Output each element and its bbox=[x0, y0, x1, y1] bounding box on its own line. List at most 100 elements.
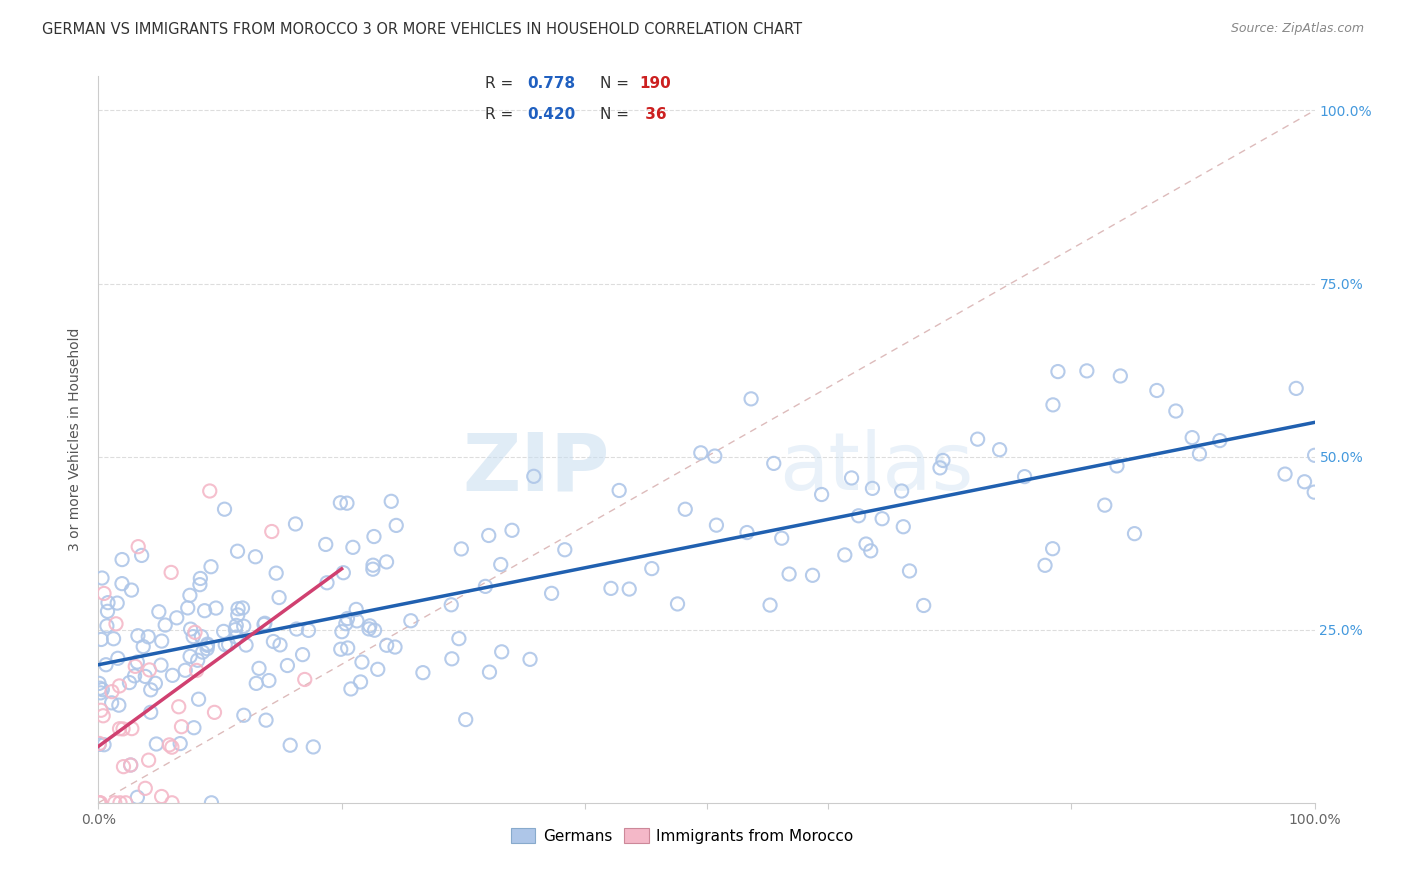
Point bbox=[284, 516, 307, 531]
Text: N =: N = bbox=[600, 107, 634, 121]
Point bbox=[350, 655, 373, 669]
Point bbox=[1033, 558, 1056, 573]
Point bbox=[335, 616, 357, 631]
Y-axis label: 3 or more Vehicles in Household: 3 or more Vehicles in Household bbox=[69, 327, 83, 551]
Point bbox=[97, 596, 120, 610]
Point bbox=[235, 638, 257, 652]
Point bbox=[226, 601, 249, 615]
Point bbox=[641, 561, 664, 575]
Point bbox=[384, 640, 406, 654]
Point bbox=[108, 698, 131, 713]
Point bbox=[440, 652, 463, 666]
Point bbox=[157, 738, 180, 752]
Point bbox=[349, 675, 371, 690]
Point bbox=[519, 652, 541, 666]
Point bbox=[841, 471, 863, 485]
Point bbox=[114, 796, 136, 810]
Point bbox=[801, 568, 824, 582]
Point bbox=[169, 737, 191, 751]
Point bbox=[191, 645, 214, 659]
Point bbox=[523, 469, 546, 483]
Point bbox=[540, 586, 562, 600]
Point bbox=[170, 720, 193, 734]
Point bbox=[166, 611, 188, 625]
Point bbox=[132, 640, 155, 654]
Point bbox=[478, 665, 501, 679]
Point bbox=[489, 558, 512, 572]
Point bbox=[478, 528, 501, 542]
Point bbox=[330, 624, 353, 639]
Point bbox=[385, 518, 408, 533]
Text: GERMAN VS IMMIGRANTS FROM MOROCCO 3 OR MORE VEHICLES IN HOUSEHOLD CORRELATION CH: GERMAN VS IMMIGRANTS FROM MOROCCO 3 OR M… bbox=[42, 22, 803, 37]
Point bbox=[121, 583, 143, 598]
Point bbox=[336, 496, 359, 510]
Point bbox=[454, 713, 477, 727]
Point bbox=[245, 549, 267, 564]
Point bbox=[735, 525, 758, 540]
Point bbox=[162, 668, 184, 682]
Point bbox=[91, 571, 114, 585]
Point bbox=[1146, 384, 1168, 398]
Point bbox=[148, 605, 170, 619]
Point bbox=[329, 496, 352, 510]
Point bbox=[225, 618, 247, 632]
Point bbox=[1094, 498, 1116, 512]
Point bbox=[762, 457, 785, 471]
Point bbox=[160, 566, 183, 580]
Point bbox=[190, 630, 212, 644]
Text: Source: ZipAtlas.com: Source: ZipAtlas.com bbox=[1230, 22, 1364, 36]
Point bbox=[491, 645, 513, 659]
Point bbox=[150, 789, 173, 804]
Point bbox=[112, 759, 135, 773]
Text: 36: 36 bbox=[640, 107, 666, 121]
Point bbox=[267, 591, 290, 605]
Point bbox=[859, 544, 882, 558]
Point bbox=[1042, 398, 1064, 412]
Point bbox=[666, 597, 689, 611]
Point bbox=[342, 541, 364, 555]
Point bbox=[177, 601, 200, 615]
Point bbox=[160, 740, 183, 755]
Point bbox=[689, 446, 711, 460]
Point bbox=[600, 582, 623, 596]
Point bbox=[1046, 365, 1069, 379]
Point bbox=[96, 604, 118, 618]
Point bbox=[136, 630, 159, 644]
Point bbox=[149, 658, 172, 673]
Point bbox=[253, 617, 276, 632]
Point bbox=[1285, 381, 1308, 395]
Point bbox=[450, 541, 472, 556]
Point bbox=[108, 722, 131, 736]
Point bbox=[160, 796, 183, 810]
Point bbox=[214, 638, 236, 652]
Point bbox=[89, 681, 111, 696]
Point bbox=[187, 653, 209, 667]
Point bbox=[103, 632, 125, 646]
Point bbox=[90, 632, 112, 647]
Point bbox=[336, 611, 359, 625]
Point bbox=[127, 629, 149, 643]
Point bbox=[174, 663, 197, 677]
Point bbox=[332, 566, 354, 580]
Point bbox=[87, 796, 110, 810]
Point bbox=[188, 577, 211, 591]
Point bbox=[848, 508, 870, 523]
Point bbox=[181, 630, 204, 644]
Point bbox=[316, 575, 339, 590]
Point bbox=[440, 598, 463, 612]
Point bbox=[1123, 526, 1146, 541]
Point bbox=[870, 512, 893, 526]
Point bbox=[131, 549, 153, 563]
Point bbox=[93, 586, 115, 600]
Point bbox=[195, 641, 218, 656]
Point bbox=[127, 790, 149, 805]
Point bbox=[134, 669, 156, 683]
Point bbox=[336, 640, 359, 655]
Point bbox=[190, 572, 212, 586]
Point bbox=[245, 676, 267, 690]
Point bbox=[276, 658, 298, 673]
Point bbox=[89, 796, 111, 810]
Point bbox=[412, 665, 434, 680]
Point bbox=[124, 669, 146, 683]
Point bbox=[1014, 469, 1036, 483]
